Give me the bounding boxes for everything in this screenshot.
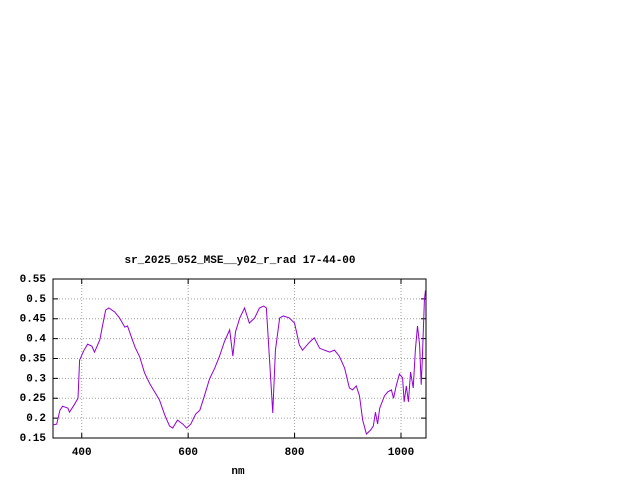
y-tick-label: 0.4: [26, 334, 46, 346]
data-line: [52, 290, 426, 435]
y-tick-label: 0.3: [26, 373, 46, 385]
x-tick-label: 400: [72, 447, 92, 459]
chart-title: sr_2025_052_MSE__y02_r_rad 17-44-00: [124, 255, 355, 267]
y-tick-label: 0.2: [26, 413, 46, 425]
y-tick-label: 0.15: [20, 433, 47, 445]
plot-border: [52, 278, 427, 439]
x-tick-label: 1000: [388, 447, 414, 459]
y-tick-label: 0.5: [26, 294, 46, 306]
x-tick-label: 800: [285, 447, 305, 459]
x-tick-label: 600: [178, 447, 198, 459]
y-tick-label: 0.25: [20, 393, 47, 405]
y-tick-label: 0.45: [20, 314, 47, 326]
x-axis-label: nm: [231, 466, 245, 478]
y-tick-label: 0.55: [20, 274, 47, 286]
y-tick-label: 0.35: [20, 353, 47, 365]
